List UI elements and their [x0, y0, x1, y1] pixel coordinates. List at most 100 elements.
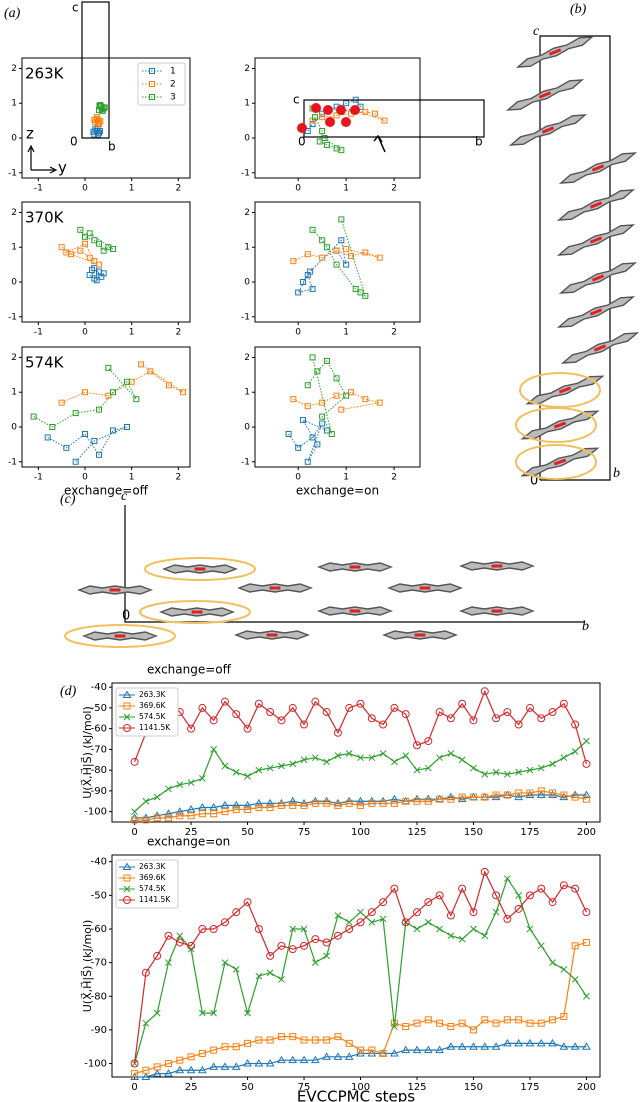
temperature-label: 263K: [25, 65, 65, 83]
legend-label: 369.6K: [139, 873, 166, 882]
panel-label: (b): [570, 2, 587, 17]
x-tick-label: 2: [391, 473, 397, 483]
marker: [232, 710, 241, 719]
cell-label: b: [613, 466, 620, 481]
panel-label: (a): [4, 6, 21, 21]
marker: [221, 808, 229, 816]
y-tick-label: 1: [11, 243, 17, 253]
molecule-bond: [548, 48, 562, 56]
point: [338, 147, 345, 154]
x-tick-label: 1: [343, 184, 349, 194]
x-tick-label: 150: [464, 1082, 483, 1093]
y-tick-label: -70: [91, 958, 107, 969]
cell-frame: [124, 505, 585, 623]
molecule-bond: [589, 236, 603, 244]
y-tick-label: 0: [244, 423, 250, 433]
marker: [142, 797, 150, 805]
x-axis-label: exchange=off: [64, 484, 149, 498]
point: [309, 226, 316, 233]
marker: [209, 1062, 219, 1070]
marker: [266, 803, 274, 811]
marker: [334, 912, 342, 919]
marker: [492, 768, 500, 776]
marker: [232, 806, 240, 814]
molecule: [316, 606, 394, 616]
marker: [446, 911, 455, 920]
x-axis-label: exchange=on: [296, 484, 379, 498]
point: [316, 138, 323, 145]
marker: [390, 884, 399, 893]
point: [91, 265, 98, 272]
point: [343, 100, 350, 107]
point: [82, 430, 88, 437]
marker: [571, 720, 580, 729]
plot-frame: [21, 346, 191, 468]
marker: [413, 766, 421, 774]
point: [362, 396, 369, 403]
point: [91, 258, 98, 265]
point: [299, 279, 306, 285]
y-tick-label: -80: [91, 991, 107, 1002]
y-tick-label: 1: [244, 99, 250, 109]
point: [307, 268, 314, 275]
marker: [176, 781, 184, 789]
point: [72, 458, 79, 465]
molecule-bond: [541, 126, 555, 134]
atom: [297, 123, 307, 133]
marker: [413, 741, 421, 750]
y-tick-label: -1: [241, 457, 250, 467]
point: [91, 437, 98, 444]
marker: [537, 942, 545, 950]
marker: [334, 752, 342, 759]
point: [343, 392, 350, 399]
marker: [187, 941, 196, 950]
axis-arrow-label: z: [26, 125, 34, 143]
marker: [266, 764, 274, 772]
marker: [525, 790, 535, 799]
molecule-bond: [553, 421, 567, 429]
marker: [311, 959, 319, 966]
y-tick-label: -40: [91, 682, 107, 693]
marker: [469, 908, 478, 917]
marker: [266, 969, 274, 977]
x-tick-label: 0: [82, 328, 88, 338]
molecule: [556, 189, 636, 221]
marker: [571, 976, 579, 983]
y-tick-label: -40: [91, 857, 107, 868]
point: [77, 226, 84, 233]
marker: [357, 801, 365, 809]
point: [72, 410, 79, 417]
marker: [570, 1042, 580, 1050]
marker: [176, 932, 184, 940]
molecule: [381, 630, 459, 640]
marker: [344, 1052, 354, 1060]
marker: [300, 941, 309, 950]
cell-box: [81, 1, 110, 139]
marker: [582, 759, 591, 768]
plot-frame: [254, 201, 421, 323]
marker: [424, 737, 433, 746]
point: [376, 254, 383, 261]
marker: [503, 914, 512, 923]
molecule: [505, 79, 585, 111]
marker: [231, 800, 241, 809]
marker: [582, 938, 590, 946]
marker: [255, 1036, 263, 1044]
molecule-bond: [558, 386, 572, 394]
y-tick-label: 0: [244, 278, 250, 288]
marker: [446, 714, 455, 723]
marker: [515, 789, 523, 797]
trajectory: [307, 357, 347, 435]
axis-arrow-label: y: [58, 159, 67, 177]
point: [309, 121, 316, 128]
legend-label: 1141.5K: [139, 895, 171, 904]
marker: [368, 1046, 376, 1054]
marker: [559, 792, 569, 801]
marker: [401, 710, 410, 719]
point: [166, 382, 172, 389]
marker: [436, 795, 444, 803]
marker: [401, 918, 410, 927]
marker: [480, 1042, 490, 1050]
marker: [458, 699, 467, 708]
point: [86, 230, 93, 237]
